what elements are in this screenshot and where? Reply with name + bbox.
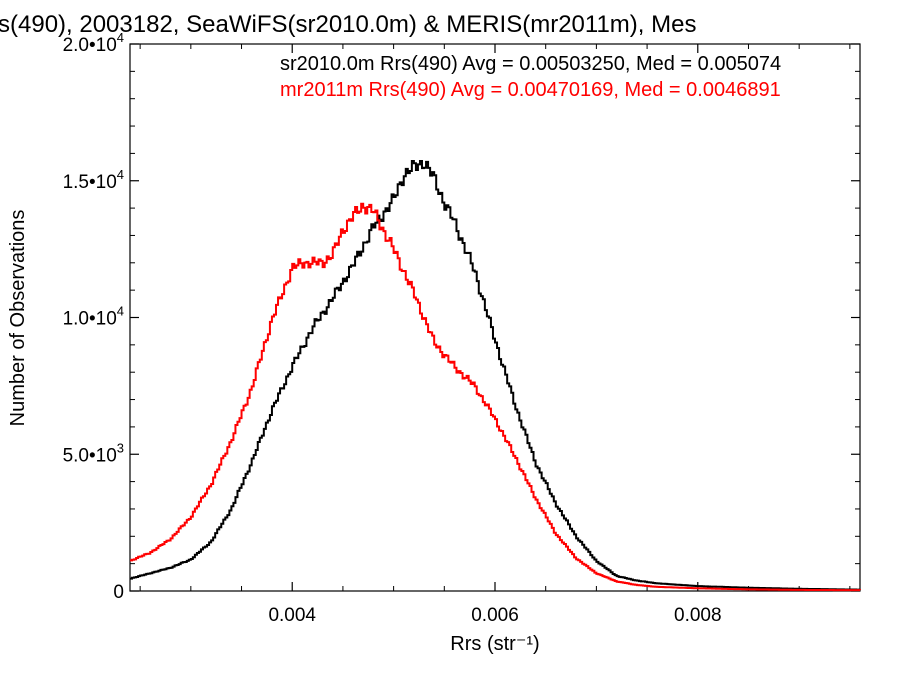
- series-line-mr2011m: [130, 202, 861, 592]
- chart-title: s(490), 2003182, SeaWiFS(sr2010.0m) & ME…: [0, 11, 696, 38]
- y-axis-label: Number of Observations: [7, 210, 29, 427]
- axis-ticks: 0.004 0.006 0.008 0 5.0•103 1.0•104 1.5•104 2.0…: [63, 30, 860, 626]
- legend-entry-sr2010: sr2010.0m Rrs(490) Avg = 0.00503250, Med…: [280, 53, 781, 75]
- series-line-sr2010.0m: [130, 159, 860, 591]
- y-tick-label: 5.0•103: [63, 440, 124, 466]
- legend-entry-mr2011: mr2011m Rrs(490) Avg = 0.00470169, Med =…: [280, 79, 781, 101]
- x-tick-label: 0.004: [268, 605, 316, 626]
- y-tick-label: 1.5•104: [63, 167, 124, 193]
- y-tick-label: 1.0•104: [63, 304, 124, 330]
- x-tick-label: 0.006: [471, 605, 519, 626]
- plot-frame: [129, 43, 861, 592]
- series-layer: [130, 159, 861, 592]
- x-axis-label: Rrs (str⁻¹): [450, 633, 539, 655]
- x-tick-label: 0.008: [674, 605, 722, 626]
- y-tick-label: 0: [113, 582, 124, 603]
- y-tick-label: 2.0•104: [63, 30, 124, 56]
